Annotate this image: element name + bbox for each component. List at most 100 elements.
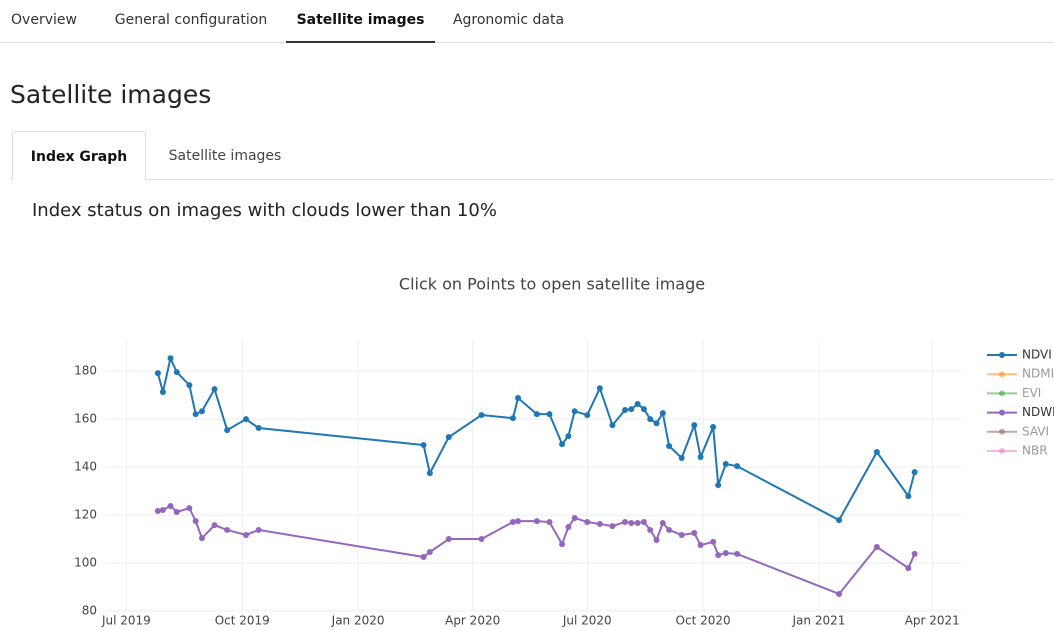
data-point[interactable] xyxy=(243,531,250,538)
data-point[interactable] xyxy=(666,443,673,450)
data-point[interactable] xyxy=(198,535,205,542)
data-point[interactable] xyxy=(584,519,591,526)
data-point[interactable] xyxy=(533,411,540,418)
data-point[interactable] xyxy=(515,518,522,525)
nav-tab[interactable]: Agronomic data xyxy=(452,12,565,28)
data-point[interactable] xyxy=(426,549,433,556)
data-point[interactable] xyxy=(659,519,666,526)
data-point[interactable] xyxy=(167,355,174,362)
data-point[interactable] xyxy=(186,505,193,512)
data-point[interactable] xyxy=(622,519,629,526)
data-point[interactable] xyxy=(426,470,433,477)
data-point[interactable] xyxy=(243,416,250,423)
data-point[interactable] xyxy=(911,550,918,557)
data-point[interactable] xyxy=(710,424,717,431)
data-point[interactable] xyxy=(445,536,452,543)
data-point[interactable] xyxy=(159,389,166,396)
data-point[interactable] xyxy=(647,526,654,533)
legend-label[interactable]: NDMI xyxy=(1022,367,1054,381)
data-point[interactable] xyxy=(905,565,912,572)
data-point[interactable] xyxy=(546,519,553,526)
nav-tab[interactable]: Overview xyxy=(11,12,77,28)
data-point[interactable] xyxy=(533,518,540,525)
data-point[interactable] xyxy=(609,422,616,429)
data-point[interactable] xyxy=(546,411,553,418)
data-point[interactable] xyxy=(255,526,262,533)
data-point[interactable] xyxy=(211,522,218,529)
data-point[interactable] xyxy=(559,541,566,548)
data-point[interactable] xyxy=(640,519,647,526)
data-point[interactable] xyxy=(873,543,880,550)
data-point[interactable] xyxy=(628,519,635,526)
data-point[interactable] xyxy=(666,526,673,533)
data-point[interactable] xyxy=(634,401,641,408)
data-point[interactable] xyxy=(647,416,654,423)
data-point[interactable] xyxy=(515,395,522,402)
data-point[interactable] xyxy=(198,408,205,415)
data-point[interactable] xyxy=(678,454,685,461)
data-point[interactable] xyxy=(186,382,193,389)
data-point[interactable] xyxy=(167,502,174,509)
data-point[interactable] xyxy=(715,482,722,489)
data-point[interactable] xyxy=(836,590,843,597)
data-point[interactable] xyxy=(571,514,578,521)
data-point[interactable] xyxy=(691,530,698,537)
data-point[interactable] xyxy=(445,434,452,441)
data-point[interactable] xyxy=(173,369,180,376)
data-point[interactable] xyxy=(634,519,641,526)
data-point[interactable] xyxy=(609,523,616,530)
data-point[interactable] xyxy=(653,537,660,544)
legend-label[interactable]: SAVI xyxy=(1022,424,1049,438)
data-point[interactable] xyxy=(420,442,427,449)
data-point[interactable] xyxy=(509,415,516,422)
data-point[interactable] xyxy=(224,526,231,533)
data-point[interactable] xyxy=(571,408,578,415)
data-point[interactable] xyxy=(596,385,603,392)
data-point[interactable] xyxy=(722,549,729,556)
data-point[interactable] xyxy=(836,517,843,524)
sub-tab[interactable]: Index Graph xyxy=(12,131,146,180)
data-point[interactable] xyxy=(559,441,566,448)
data-point[interactable] xyxy=(192,411,199,418)
data-point[interactable] xyxy=(154,370,161,377)
data-point[interactable] xyxy=(622,407,629,414)
data-point[interactable] xyxy=(192,518,199,525)
data-point[interactable] xyxy=(478,412,485,419)
data-point[interactable] xyxy=(255,425,262,432)
data-point[interactable] xyxy=(224,427,231,434)
data-point[interactable] xyxy=(159,507,166,514)
data-point[interactable] xyxy=(710,538,717,545)
legend-label[interactable]: NBR xyxy=(1022,444,1048,458)
data-point[interactable] xyxy=(697,454,704,461)
legend-label[interactable]: NDWI xyxy=(1022,405,1054,419)
data-point[interactable] xyxy=(584,412,591,419)
data-point[interactable] xyxy=(905,493,912,500)
data-point[interactable] xyxy=(697,542,704,549)
nav-tab[interactable]: Satellite images xyxy=(286,0,435,43)
nav-tab[interactable]: General configuration xyxy=(114,12,268,28)
data-point[interactable] xyxy=(211,386,218,393)
data-point[interactable] xyxy=(691,422,698,429)
data-point[interactable] xyxy=(653,420,660,427)
data-point[interactable] xyxy=(420,554,427,561)
data-point[interactable] xyxy=(509,519,516,526)
legend-label[interactable]: NDVI xyxy=(1022,348,1052,362)
data-point[interactable] xyxy=(678,531,685,538)
data-point[interactable] xyxy=(596,520,603,527)
data-point[interactable] xyxy=(734,550,741,557)
sub-tab[interactable]: Satellite images xyxy=(168,148,282,164)
data-point[interactable] xyxy=(565,524,572,531)
data-point[interactable] xyxy=(173,508,180,515)
data-point[interactable] xyxy=(659,410,666,417)
data-point[interactable] xyxy=(478,536,485,543)
data-point[interactable] xyxy=(154,507,161,514)
data-point[interactable] xyxy=(628,406,635,413)
data-point[interactable] xyxy=(715,552,722,559)
data-point[interactable] xyxy=(873,448,880,455)
data-point[interactable] xyxy=(722,460,729,467)
data-point[interactable] xyxy=(640,406,647,413)
data-point[interactable] xyxy=(911,469,918,476)
data-point[interactable] xyxy=(565,433,572,440)
data-point[interactable] xyxy=(734,463,741,470)
legend-label[interactable]: EVI xyxy=(1022,386,1041,400)
